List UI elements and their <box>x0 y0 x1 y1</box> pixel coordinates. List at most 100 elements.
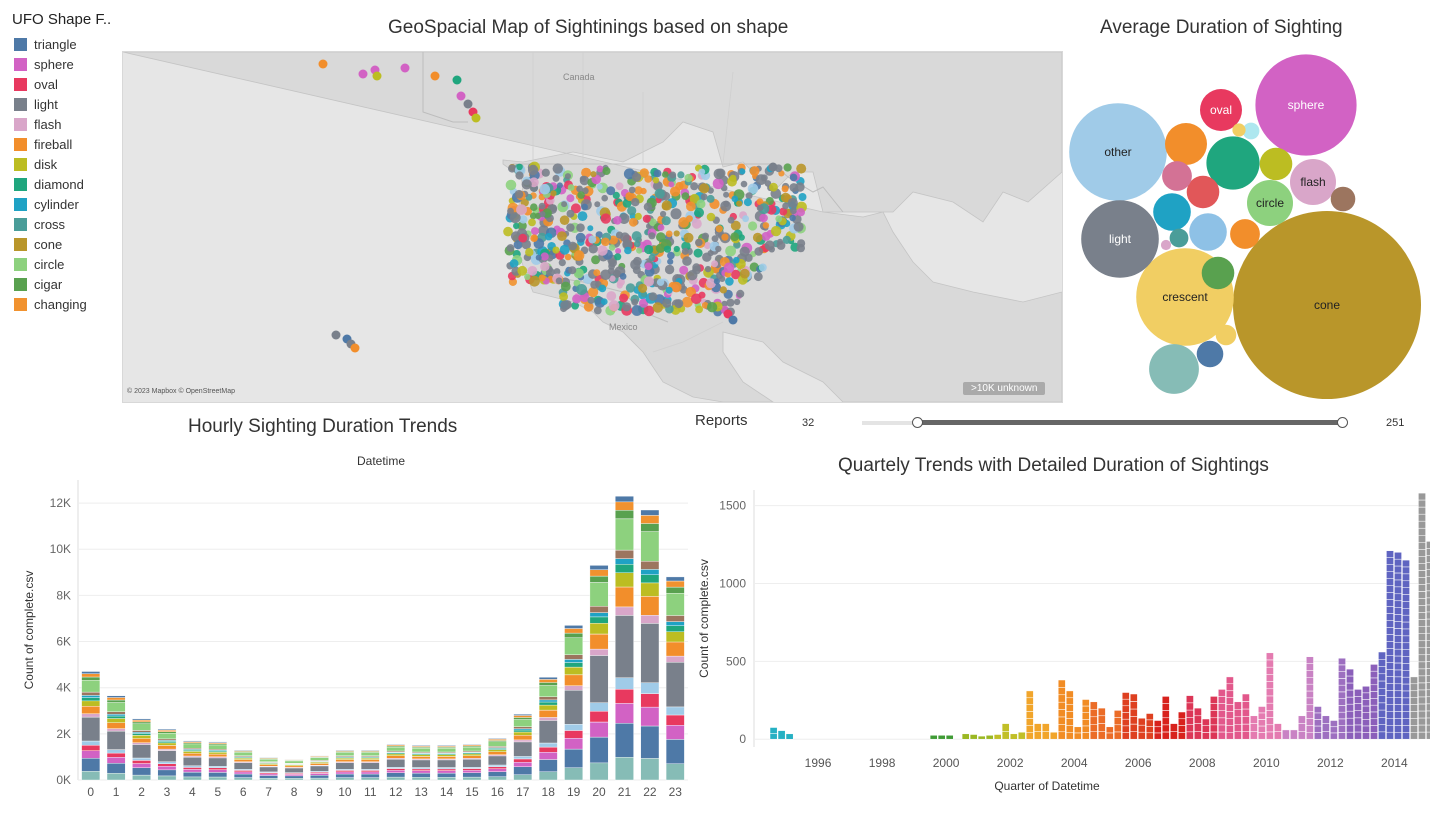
hourly-x-tick: 2 <box>138 785 145 799</box>
hourly-x-tick: 10 <box>338 785 352 799</box>
legend-item-oval[interactable]: oval <box>14 74 87 94</box>
legend-item-fireball[interactable]: fireball <box>14 134 87 154</box>
hourly-y-tick: 0K <box>56 773 71 787</box>
quarterly-bar-segment <box>1161 696 1170 704</box>
quarterly-bar-segment <box>1226 725 1234 733</box>
quarterly-bar-segment <box>1386 718 1394 726</box>
legend-label: cross <box>34 216 66 232</box>
quarterly-bar-segment <box>1226 718 1234 726</box>
quarterly-bar-segment <box>1202 718 1210 726</box>
hourly-bar-segment <box>81 673 101 678</box>
quarterly-y-tick: 0 <box>739 732 746 746</box>
quarterly-bar-segment <box>1426 590 1430 599</box>
hourly-bar-segment <box>182 767 202 770</box>
sighting-point <box>745 192 753 200</box>
hourly-bar-segment <box>411 756 431 760</box>
hourly-bar-segment <box>360 749 380 751</box>
legend-item-flash[interactable]: flash <box>14 114 87 134</box>
quarterly-bar-segment <box>785 733 794 740</box>
sighting-point <box>531 227 539 236</box>
hourly-bar-segment <box>360 759 380 762</box>
sighting-point <box>749 166 760 176</box>
bubble-label: cone <box>1314 298 1340 312</box>
quarterly-bar-segment <box>1186 731 1194 740</box>
legend-item-circle[interactable]: circle <box>14 254 87 274</box>
legend-item-light[interactable]: light <box>14 94 87 114</box>
sighting-point <box>559 215 570 225</box>
legend-item-cross[interactable]: cross <box>14 214 87 234</box>
quarterly-y-tick: 1000 <box>719 576 746 590</box>
sighting-point <box>779 207 788 216</box>
quarterly-bar-segment <box>1378 688 1386 696</box>
legend-item-cone[interactable]: cone <box>14 234 87 254</box>
sighting-point <box>572 294 582 304</box>
legend-item-triangle[interactable]: triangle <box>14 34 87 54</box>
quarterly-bar-segment <box>1386 725 1394 733</box>
hourly-bar-segment <box>335 773 355 778</box>
quarterly-bar-segment <box>1258 719 1266 727</box>
quarterly-bar-segment <box>1362 699 1370 707</box>
quarterly-bar-segment <box>1402 580 1410 588</box>
quarterly-bar-segment <box>1194 731 1202 740</box>
sighting-point <box>759 213 768 223</box>
quarterly-bar-segment <box>1057 679 1066 688</box>
hourly-bar-segment <box>310 775 329 779</box>
quarterly-bar-segment <box>1025 718 1034 726</box>
legend-item-changing[interactable]: changing <box>14 294 87 314</box>
hourly-bar-segment <box>640 531 660 562</box>
quarterly-bar-segment <box>1330 732 1338 740</box>
hourly-bar-segment <box>538 679 558 683</box>
bubble-chart[interactable]: cone other sphere crescent light oval flash cir… <box>1062 48 1447 403</box>
legend-item-diamond[interactable]: diamond <box>14 174 87 194</box>
sighting-point <box>696 199 706 209</box>
hourly-bar-segment <box>665 706 685 716</box>
sighting-point <box>625 191 635 202</box>
geo-map[interactable]: Canada Mexico <box>122 51 1063 403</box>
sighting-point <box>754 247 763 256</box>
hourly-y-tick: 6K <box>56 635 71 649</box>
unknown-badge[interactable]: >10K unknown <box>963 382 1046 395</box>
sighting-point <box>576 223 585 232</box>
hourly-bar-segment <box>182 751 202 754</box>
hourly-bar-segment <box>640 569 660 576</box>
quarterly-bar-segment <box>1410 711 1418 719</box>
quarterly-bar-segment <box>1418 717 1426 726</box>
quarterly-bar-segment <box>1338 671 1346 679</box>
sighting-points <box>318 59 807 353</box>
sighting-point <box>566 209 575 218</box>
hourly-bar-segment <box>640 515 660 524</box>
hourly-bar-segment <box>284 778 304 781</box>
quarterly-bar-segment <box>1234 731 1242 740</box>
reports-slider-low-handle[interactable] <box>911 417 923 428</box>
sighting-point <box>693 248 703 258</box>
quarterly-bar-segment <box>1266 710 1274 718</box>
hourly-bar-segment <box>513 741 533 757</box>
quarterly-bar-segment <box>1065 718 1074 726</box>
legend-title: UFO Shape F.. <box>12 11 112 28</box>
legend-item-disk[interactable]: disk <box>14 154 87 174</box>
legend-item-sphere[interactable]: sphere <box>14 54 87 74</box>
quarterly-bar-segment <box>1210 724 1218 733</box>
reports-slider-high-handle[interactable] <box>1337 417 1349 428</box>
sighting-point <box>634 212 642 220</box>
legend-item-cylinder[interactable]: cylinder <box>14 194 87 214</box>
quarterly-bar-segment <box>1394 725 1402 733</box>
sighting-point <box>590 280 599 289</box>
sighting-point <box>699 183 710 194</box>
sighting-point <box>690 182 699 191</box>
sighting-point <box>736 200 743 207</box>
hourly-x-tick: 21 <box>618 785 632 799</box>
quarterly-bar-segment <box>1242 693 1250 702</box>
hourly-bar-segment <box>386 744 406 746</box>
legend-item-cigar[interactable]: cigar <box>14 274 87 294</box>
quarterly-chart[interactable]: 0 500 1000 1500 Count of complete.csv 1996 199… <box>690 482 1430 802</box>
sighting-point <box>703 241 712 250</box>
quarterly-bar-segment <box>1330 720 1338 727</box>
reports-slider-range[interactable] <box>917 420 1344 425</box>
legend-swatch <box>14 77 27 91</box>
hourly-bar-segment <box>665 621 685 626</box>
quarterly-bar-segment <box>1025 697 1034 705</box>
quarterly-bar-segment <box>1338 711 1346 720</box>
quarterly-bar-segment <box>1105 732 1114 740</box>
